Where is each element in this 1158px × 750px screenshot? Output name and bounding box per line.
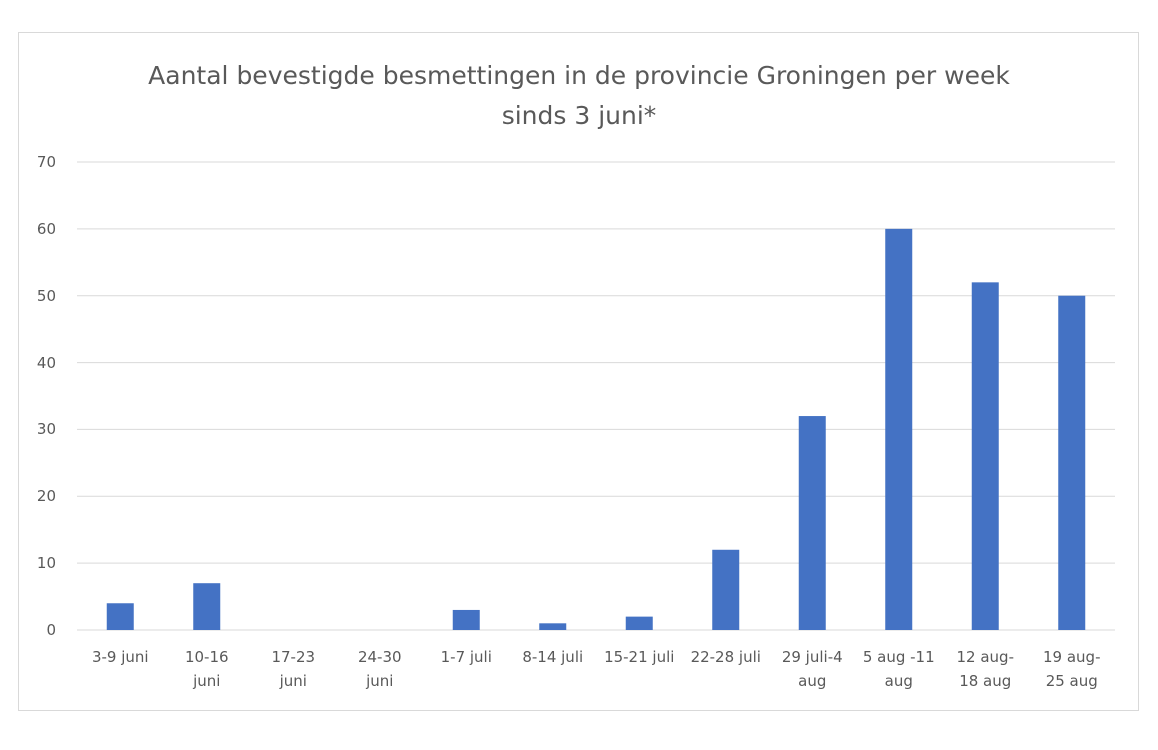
x-tick-label: 29 juli-4 aug	[781, 648, 843, 690]
bar	[193, 583, 221, 630]
x-tick-label: 22-28 juli	[690, 648, 761, 666]
x-tick-label: 1-7 juli	[440, 648, 492, 666]
bar	[971, 282, 999, 630]
x-tick-label: 12 aug- 18 aug	[956, 648, 1015, 690]
bar	[539, 623, 567, 630]
y-tick-label: 50	[36, 286, 56, 305]
x-tick-label: 8-14 juli	[522, 648, 584, 666]
y-tick-label: 20	[36, 487, 56, 506]
bar	[625, 616, 653, 630]
y-tick-label: 10	[36, 554, 56, 573]
bar	[798, 416, 826, 630]
x-tick-label: 10-16 juni	[184, 648, 229, 690]
bar	[1058, 295, 1086, 630]
x-tick-label: 15-21 juli	[604, 648, 675, 666]
y-tick-label: 30	[36, 420, 56, 439]
x-tick-label: 24-30 juni	[357, 648, 402, 690]
chart-title: Aantal bevestigde besmettingen in de pro…	[148, 61, 1010, 130]
y-tick-label: 0	[46, 621, 56, 639]
x-tick-label: 17-23 juni	[271, 648, 316, 690]
x-tick-label: 3-9 juni	[91, 648, 149, 666]
x-tick-label: 5 aug -11 aug	[862, 648, 935, 690]
bar	[106, 603, 134, 630]
chart-frame	[18, 32, 1139, 711]
bar	[885, 228, 913, 630]
y-tick-label: 40	[36, 353, 56, 372]
x-tick-label: 19 aug- 25 aug	[1043, 648, 1101, 690]
bar	[712, 549, 740, 630]
y-tick-label: 60	[36, 219, 56, 238]
y-tick-label: 70	[36, 153, 56, 171]
bar	[452, 609, 480, 630]
